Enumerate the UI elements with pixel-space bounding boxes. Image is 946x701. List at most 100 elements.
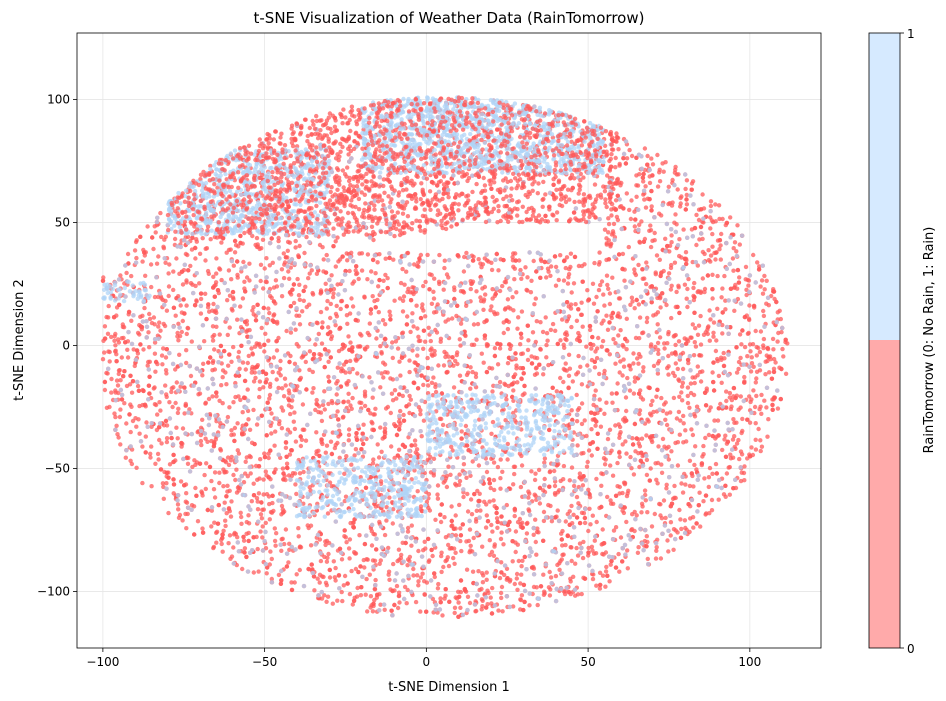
scatter-point-class-0 — [114, 423, 119, 428]
scatter-point-class-0 — [344, 251, 349, 256]
scatter-point-class-0 — [339, 298, 345, 304]
scatter-point-class-0 — [302, 427, 307, 432]
scatter-point-class-0 — [408, 397, 413, 402]
scatter-point-class-0 — [421, 418, 427, 423]
scatter-point-class-0 — [692, 340, 697, 345]
scatter-point-class-0 — [416, 334, 421, 339]
scatter-point-class-0 — [350, 602, 355, 607]
scatter-point-class-0 — [188, 263, 193, 269]
scatter-point-class-0 — [759, 278, 765, 283]
scatter-point-class-0 — [370, 609, 376, 614]
scatter-point-class-0 — [402, 584, 408, 590]
scatter-point-class-0 — [349, 568, 354, 574]
scatter-point-class-0 — [240, 296, 246, 301]
scatter-point-class-0 — [140, 444, 145, 449]
scatter-point-class-0 — [624, 519, 629, 525]
scatter-point-class-0 — [504, 397, 509, 402]
scatter-point-class-0 — [518, 484, 524, 490]
scatter-point-class-0 — [153, 461, 158, 466]
scatter-point-class-0 — [184, 331, 189, 337]
scatter-point-class-0 — [341, 400, 346, 405]
scatter-point-class-0 — [464, 567, 470, 572]
scatter-point-class-0 — [400, 266, 405, 272]
scatter-point-class-0 — [238, 510, 243, 515]
scatter-point-class-0 — [490, 287, 495, 292]
scatter-point-class-0 — [118, 273, 123, 278]
scatter-point-class-0 — [498, 590, 504, 596]
scatter-point-class-0 — [602, 303, 607, 308]
scatter-point-class-0 — [416, 548, 421, 554]
scatter-point-class-0 — [754, 393, 759, 399]
scatter-point-class-0 — [383, 256, 388, 261]
scatter-point-class-0 — [691, 285, 696, 291]
scatter-point-class-0 — [157, 437, 162, 443]
scatter-point-class-0 — [727, 492, 732, 497]
scatter-point-class-0 — [279, 426, 285, 431]
scatter-point-class-0 — [251, 570, 256, 575]
scatter-point-class-0 — [444, 272, 450, 277]
scatter-point-class-0 — [242, 279, 247, 284]
scatter-point-class-0 — [727, 395, 732, 400]
scatter-point-class-0 — [286, 560, 291, 565]
scatter-point-class-0 — [492, 346, 498, 351]
scatter-point-class-0 — [636, 545, 641, 550]
scatter-point-class-0 — [241, 538, 247, 543]
scatter-point-class-0 — [594, 583, 599, 588]
scatter-point-class-0 — [545, 338, 550, 343]
scatter-point-class-0 — [170, 404, 175, 410]
scatter-point-class-0 — [339, 589, 344, 595]
scatter-point-class-0 — [227, 533, 233, 538]
scatter-point-class-0 — [204, 461, 209, 466]
scatter-point-class-0 — [645, 315, 650, 321]
scatter-point-class-0 — [167, 262, 172, 267]
scatter-point-class-0 — [708, 203, 714, 209]
scatter-point-class-0 — [674, 289, 679, 295]
scatter-point-class-0 — [635, 550, 641, 555]
scatter-point-class-0 — [363, 592, 368, 597]
scatter-point-class-0 — [709, 508, 715, 513]
scatter-point-class-0 — [465, 509, 471, 514]
scatter-point-class-0 — [314, 203, 319, 209]
scatter-point-class-0 — [705, 331, 710, 337]
scatter-point-class-0 — [452, 561, 457, 566]
scatter-point-class-0 — [683, 482, 688, 487]
scatter-point-class-0 — [335, 440, 340, 446]
scatter-point-class-0 — [746, 316, 752, 321]
scatter-point-class-0 — [666, 549, 671, 554]
scatter-point-class-0 — [643, 184, 648, 189]
scatter-point-class-0 — [176, 338, 181, 343]
scatter-point-class-0 — [752, 404, 758, 410]
scatter-point-class-0 — [441, 363, 447, 368]
scatter-point-class-0 — [217, 267, 223, 272]
scatter-point-class-0 — [184, 303, 189, 308]
scatter-point-class-0 — [164, 436, 170, 441]
scatter-point-class-0 — [515, 519, 521, 525]
scatter-point-class-0 — [590, 576, 596, 582]
scatter-point-class-0 — [753, 447, 759, 452]
scatter-point-class-0 — [707, 511, 712, 516]
scatter-point-class-0 — [153, 230, 158, 235]
scatter-point-class-0 — [380, 318, 386, 323]
scatter-point-class-0 — [140, 480, 145, 486]
scatter-point-class-0 — [575, 407, 581, 413]
scatter-point-class-0 — [436, 581, 441, 587]
scatter-point-class-0 — [536, 467, 542, 473]
scatter-point-class-0 — [267, 501, 272, 507]
scatter-point-class-0 — [260, 507, 265, 512]
scatter-point-class-0 — [580, 324, 585, 329]
scatter-point-class-0 — [654, 477, 659, 482]
scatter-point-class-0 — [476, 257, 481, 262]
scatter-point-class-0 — [717, 247, 722, 252]
scatter-point-class-0 — [495, 525, 500, 530]
scatter-point-class-0 — [457, 337, 462, 342]
scatter-point-class-0 — [516, 315, 521, 320]
scatter-point-class-0 — [677, 432, 682, 437]
scatter-point-class-0 — [636, 302, 642, 307]
scatter-point-class-0 — [737, 275, 742, 280]
scatter-point-class-0 — [371, 457, 376, 462]
scatter-point-class-0 — [414, 303, 419, 308]
scatter-point-class-0 — [179, 329, 184, 335]
scatter-point-class-0 — [481, 360, 486, 365]
scatter-point-class-0 — [683, 186, 688, 192]
scatter-point-class-0 — [575, 443, 580, 448]
